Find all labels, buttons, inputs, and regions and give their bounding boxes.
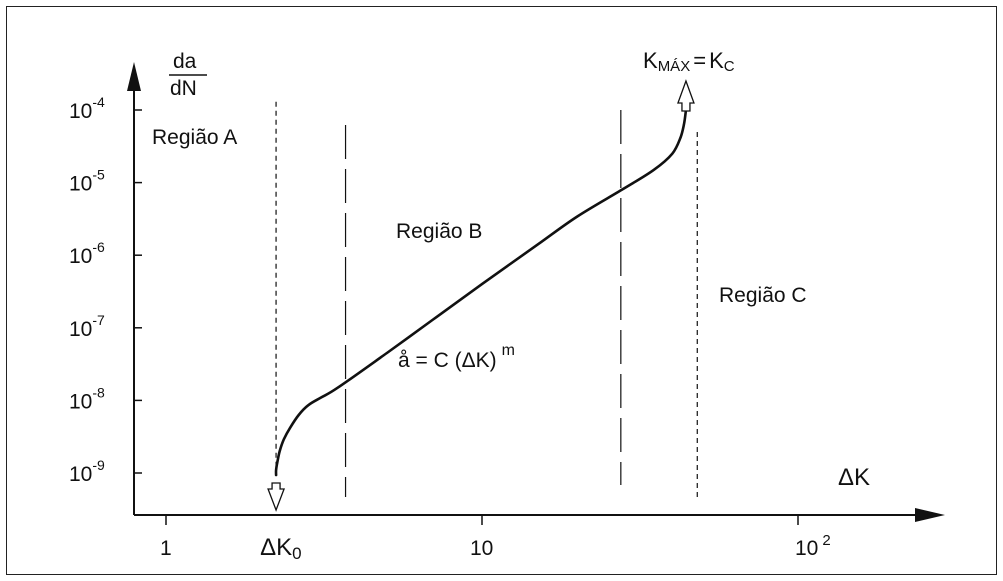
critical-label-k2-sub: C bbox=[724, 58, 735, 75]
threshold-label: ΔK0 bbox=[260, 534, 302, 563]
critical-label: KMÁX = KC bbox=[643, 48, 735, 75]
equation-close: ) bbox=[490, 349, 497, 372]
y-tick-label-base: 10 bbox=[69, 390, 92, 413]
y-tick-label-exponent: -8 bbox=[92, 384, 105, 400]
y-tick-label-exponent: -5 bbox=[92, 167, 105, 183]
threshold-label-base: ΔK bbox=[260, 534, 292, 561]
y-tick-label-exponent: -7 bbox=[92, 312, 105, 328]
crack-growth-curve bbox=[274, 108, 688, 477]
y-tick-label: 10-9 bbox=[69, 457, 105, 486]
y-axis-label-numerator: da bbox=[173, 50, 197, 73]
y-axis-arrowhead bbox=[127, 62, 141, 91]
x-tick-label: 1 bbox=[160, 537, 172, 560]
y-tick-label-base: 10 bbox=[69, 463, 92, 486]
critical-arrow bbox=[677, 79, 695, 112]
paris-law-equation: å = C (ΔK) m bbox=[398, 342, 515, 372]
region-c-label: Região C bbox=[719, 284, 807, 307]
x-axis-arrowhead bbox=[915, 508, 945, 522]
x-axis-label: ΔK bbox=[838, 464, 870, 491]
y-tick-label: 10-7 bbox=[69, 312, 105, 341]
equation-left: å = C ( bbox=[398, 349, 462, 372]
y-tick-label: 10-4 bbox=[69, 94, 105, 123]
y-tick-label-exponent: -6 bbox=[92, 239, 105, 255]
critical-label-k1-sub: MÁX bbox=[658, 58, 691, 75]
y-tick-label-base: 10 bbox=[69, 173, 92, 196]
x-tick-label-exponent: 2 bbox=[822, 532, 830, 549]
x-tick-label-base: 1 bbox=[160, 537, 172, 560]
x-tick-label: 10 bbox=[470, 537, 493, 560]
equation-exponent: m bbox=[502, 342, 515, 359]
y-tick-label: 10-6 bbox=[69, 239, 105, 268]
y-axis-label: da dN bbox=[169, 50, 207, 100]
x-axis-ticks: 1 10 10 2 bbox=[160, 515, 831, 560]
equation-delta-k: ΔK bbox=[462, 349, 490, 372]
y-tick-label: 10-8 bbox=[69, 384, 105, 413]
x-tick-label-base: 10 bbox=[470, 537, 493, 560]
critical-label-eq: = bbox=[693, 48, 706, 73]
x-tick-label-base: 10 bbox=[795, 537, 818, 560]
chart-frame: da dN ΔK 10-4 10-5 10-6 10-7 10-8 10-9 1 10 10 2… bbox=[6, 6, 997, 575]
y-tick-label-base: 10 bbox=[69, 100, 92, 123]
y-axis-ticks: 10-410-510-610-710-810-9 bbox=[69, 94, 142, 486]
region-a-label: Região A bbox=[152, 126, 237, 149]
y-tick-label-base: 10 bbox=[69, 318, 92, 341]
y-tick-label: 10-5 bbox=[69, 167, 105, 196]
threshold-label-sub: 0 bbox=[292, 544, 301, 563]
region-b-label: Região B bbox=[396, 220, 482, 243]
y-tick-label-base: 10 bbox=[69, 245, 92, 268]
y-tick-label-exponent: -9 bbox=[92, 457, 105, 473]
region-boundaries bbox=[344, 110, 622, 497]
y-axis-label-denominator: dN bbox=[170, 77, 197, 100]
threshold-arrow bbox=[267, 482, 286, 512]
critical-label-k2: K bbox=[709, 48, 724, 73]
critical-label-k1: K bbox=[643, 48, 658, 73]
y-tick-label-exponent: -4 bbox=[92, 94, 105, 110]
fatigue-crack-growth-chart: da dN ΔK 10-410-510-610-710-810-9 1 10 10 2… bbox=[69, 48, 945, 563]
x-tick-label: 10 2 bbox=[795, 532, 831, 560]
